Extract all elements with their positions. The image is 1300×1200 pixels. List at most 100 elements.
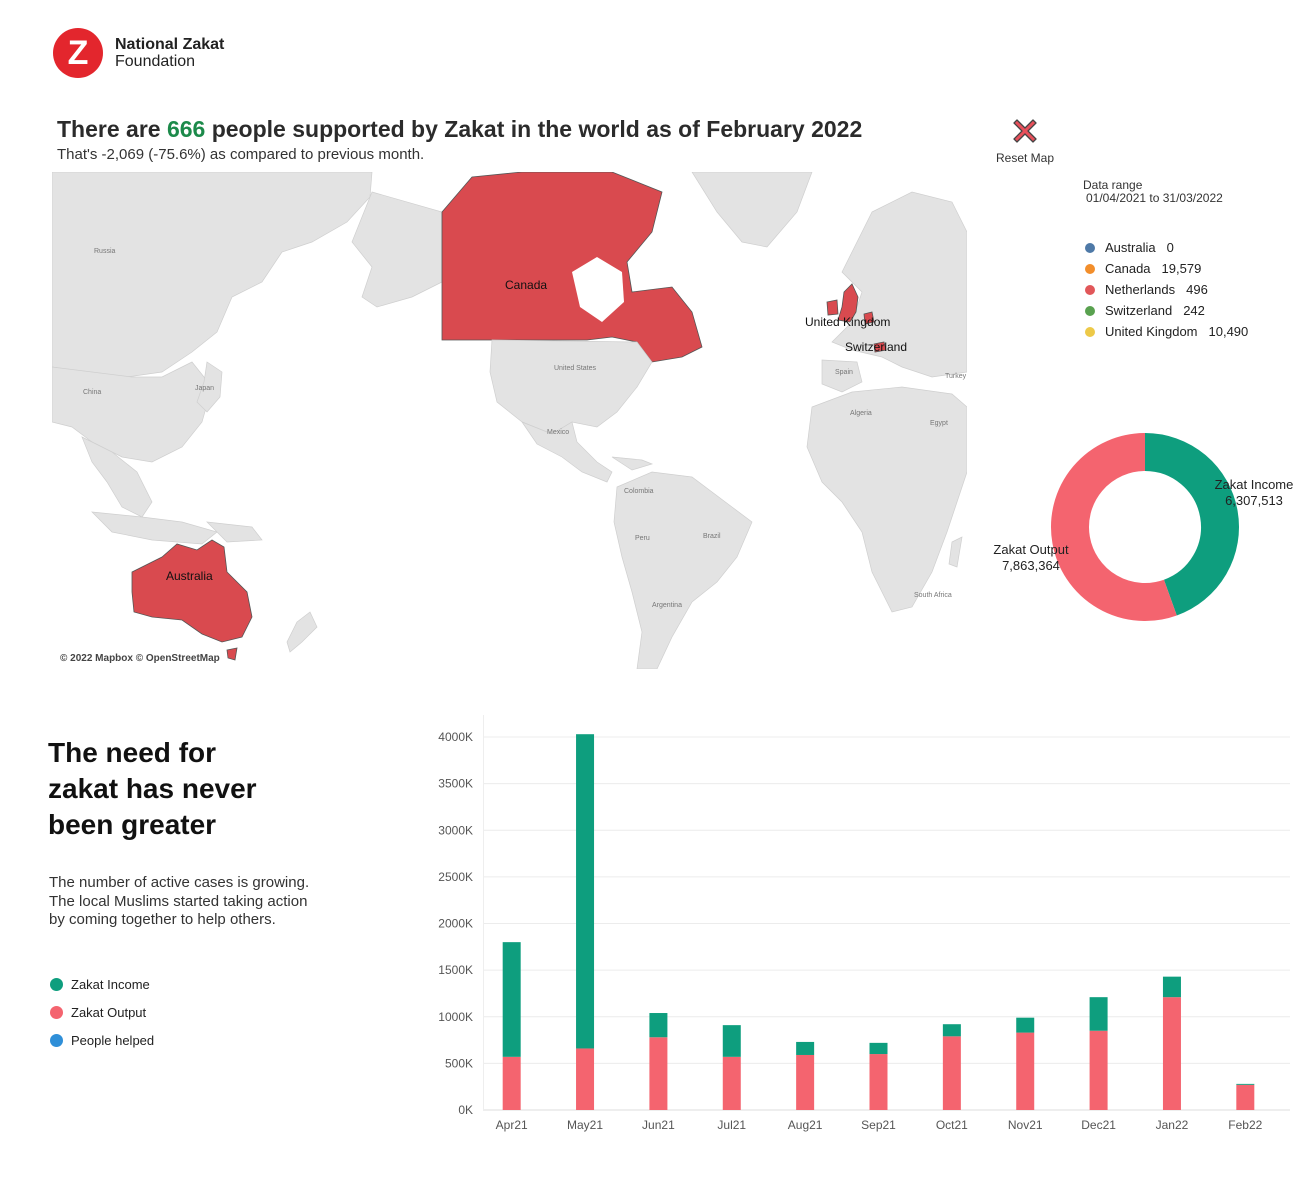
close-x-icon (1013, 119, 1037, 143)
x-tick-label: Jan22 (1156, 1118, 1189, 1132)
legend-dot-icon (1085, 242, 1095, 253)
reset-map-label: Reset Map (995, 151, 1055, 165)
x-tick-label: Aug21 (788, 1118, 823, 1132)
bar-zakat-output-sep21[interactable] (869, 1054, 888, 1110)
comparison-subline: That's -2,069 (-75.6%) as compared to pr… (57, 146, 425, 163)
bar-zakat-income-nov21[interactable] (1016, 1017, 1035, 1033)
map-indonesia[interactable] (91, 511, 218, 545)
legend-item-people-helped[interactable]: People helped (50, 1026, 154, 1054)
y-tick-label: 500K (445, 1056, 473, 1070)
bar-zakat-income-jul21[interactable] (722, 1025, 741, 1057)
legend-item-switzerland[interactable]: Switzerland 242 (1085, 300, 1248, 321)
map-label-china: China (83, 389, 101, 396)
bar-zakat-output-jan22[interactable] (1162, 997, 1181, 1110)
legend-value: 19,579 (1161, 261, 1202, 276)
map-south-america[interactable] (613, 471, 753, 669)
legend-item-zakat-output[interactable]: Zakat Output (50, 998, 154, 1026)
legend-item-zakat-income[interactable]: Zakat Income (50, 970, 154, 998)
map-united-states[interactable] (489, 339, 653, 435)
map-madagascar[interactable] (948, 536, 963, 568)
donut-output-value: 7,863,364 (1002, 558, 1060, 573)
map-tasmania[interactable] (226, 647, 238, 661)
map-mexico[interactable] (521, 421, 613, 483)
section-title-line: The need for (48, 737, 217, 768)
bar-zakat-output-dec21[interactable] (1089, 1030, 1108, 1110)
map-label-egypt: Egypt (930, 420, 948, 427)
x-tick-label: May21 (567, 1118, 603, 1132)
y-tick-label: 2500K (438, 870, 473, 884)
legend-dot-icon (1085, 284, 1095, 295)
bar-zakat-income-jun21[interactable] (649, 1013, 668, 1038)
legend-value: 0 (1166, 240, 1174, 255)
x-tick-label: Apr21 (496, 1118, 528, 1132)
map-united-kingdom[interactable] (837, 283, 859, 323)
country-legend: Australia 0 Canada 19,579 Netherlands 496 S… (1085, 237, 1248, 342)
donut-slice-zakat-output[interactable] (1051, 433, 1177, 621)
section-title-line: been greater (48, 809, 217, 840)
y-tick-label: 4000K (438, 730, 473, 744)
map-australia[interactable] (131, 539, 253, 643)
x-tick-label: Nov21 (1008, 1118, 1043, 1132)
bar-zakat-income-oct21[interactable] (942, 1024, 961, 1037)
bar-zakat-income-aug21[interactable] (796, 1041, 815, 1055)
bar-zakat-output-jun21[interactable] (649, 1037, 668, 1110)
map-greenland[interactable] (691, 172, 813, 248)
legend-series-label: Zakat Output (71, 1004, 147, 1020)
bar-zakat-income-apr21[interactable] (502, 942, 521, 1057)
legend-dot-icon (50, 1005, 63, 1019)
description-line: by coming together to help others. (49, 911, 276, 928)
map-canada[interactable] (441, 172, 703, 363)
map-new-guinea[interactable] (206, 521, 263, 543)
map-label-russia: Russia (94, 248, 116, 255)
bar-zakat-income-feb22[interactable] (1236, 1083, 1255, 1085)
legend-item-united-kingdom[interactable]: United Kingdom 10,490 (1085, 321, 1248, 342)
x-tick-label: Dec21 (1081, 1118, 1116, 1132)
map-label-us: United States (554, 365, 597, 372)
legend-item-netherlands[interactable]: Netherlands 496 (1085, 279, 1248, 300)
bar-zakat-income-may21[interactable] (576, 734, 595, 1049)
brand-logo: Z (53, 28, 103, 78)
bar-zakat-output-feb22[interactable] (1236, 1084, 1255, 1110)
y-tick-label: 3000K (438, 823, 473, 837)
map-label-spain: Spain (835, 369, 853, 376)
y-tick-label: 1000K (438, 1010, 473, 1024)
map-japan[interactable] (196, 361, 223, 413)
bar-zakat-output-aug21[interactable] (796, 1054, 815, 1110)
map-europe[interactable] (831, 191, 967, 378)
map-label-argentina: Argentina (652, 602, 682, 609)
headline-post: people supported by Zakat in the world a… (205, 116, 863, 142)
bar-zakat-output-may21[interactable] (576, 1048, 595, 1110)
legend-series-label: People helped (71, 1032, 155, 1048)
donut-income-label: Zakat Income (1214, 477, 1294, 492)
map-label-switzerland: Switzerland (845, 340, 908, 354)
bar-zakat-output-jul21[interactable] (722, 1056, 741, 1110)
map-netherlands[interactable] (863, 311, 875, 325)
map-switzerland[interactable] (873, 341, 887, 353)
bar-zakat-income-jan22[interactable] (1162, 976, 1181, 998)
map-label-colombia: Colombia (624, 488, 654, 495)
bar-zakat-output-oct21[interactable] (942, 1036, 961, 1110)
x-tick-label: Jul21 (717, 1118, 746, 1132)
map-china[interactable] (52, 361, 213, 463)
bar-zakat-output-nov21[interactable] (1016, 1032, 1035, 1110)
map-africa[interactable] (806, 386, 967, 613)
x-tick-label: Sep21 (861, 1118, 896, 1132)
bar-zakat-output-apr21[interactable] (502, 1056, 521, 1110)
map-iberia[interactable] (821, 359, 863, 393)
donut-slice-zakat-income[interactable] (1144, 433, 1239, 616)
y-tick-label: 0K (458, 1103, 473, 1117)
map-new-zealand[interactable] (286, 611, 318, 653)
legend-value: 10,490 (1208, 324, 1249, 339)
legend-item-canada[interactable]: Canada 19,579 (1085, 258, 1248, 279)
bar-zakat-income-dec21[interactable] (1089, 997, 1108, 1031)
bar-zakat-income-sep21[interactable] (869, 1042, 888, 1055)
description-line: The local Muslims started taking action (49, 892, 308, 910)
y-tick-label: 1500K (438, 963, 473, 977)
world-map[interactable]: Russia China Japan United States Mexico … (52, 172, 967, 669)
section-title-line: zakat has never (48, 773, 257, 804)
reset-map-button[interactable]: Reset Map (990, 118, 1060, 165)
series-legend: Zakat Income Zakat Output People helped (50, 970, 154, 1054)
legend-item-australia[interactable]: Australia 0 (1085, 237, 1248, 258)
legend-dot-icon (1085, 305, 1095, 316)
map-label-peru: Peru (635, 535, 650, 542)
